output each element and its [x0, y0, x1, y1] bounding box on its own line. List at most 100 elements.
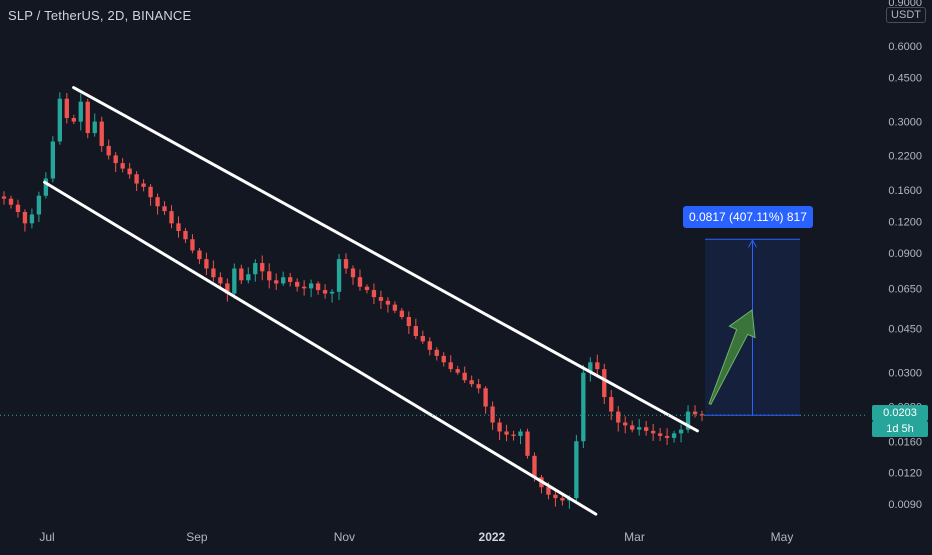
x-tick-label: May: [771, 530, 794, 544]
candle-body: [692, 411, 698, 415]
candle-body: [511, 434, 516, 436]
y-tick-label: 0.0160: [888, 436, 922, 448]
candle-body: [588, 362, 593, 373]
x-tick-label: 2022: [479, 530, 506, 544]
candle-body: [497, 422, 502, 432]
last-price-label: 0.0203: [872, 405, 928, 421]
candle-body: [616, 411, 621, 423]
candle-body: [106, 145, 111, 156]
candlestick-series: [1, 92, 705, 509]
candle-body: [92, 121, 97, 134]
candle-body: [657, 433, 663, 436]
measure-arrowhead: [748, 239, 757, 248]
y-tick-label: 0.0450: [888, 323, 922, 335]
candle-body: [36, 195, 42, 215]
candle-body: [420, 336, 425, 342]
candle-body: [204, 259, 209, 269]
candle-body: [57, 98, 63, 142]
candle-body: [315, 283, 321, 291]
candle-body: [504, 431, 509, 435]
candle-body: [232, 268, 237, 294]
y-tick-label: 0.1200: [888, 217, 922, 229]
candle-body: [664, 435, 670, 438]
candle-body: [141, 183, 146, 187]
currency-badge[interactable]: USDT: [886, 7, 926, 23]
candle-body: [260, 263, 265, 272]
candle-body: [1, 196, 7, 199]
candle-body: [183, 231, 188, 240]
channel-lower-line: [43, 180, 598, 516]
candle-body: [483, 388, 488, 407]
y-tick-label: 0.4500: [888, 72, 922, 84]
channel-upper-line: [72, 86, 699, 433]
x-tick-label: Sep: [186, 530, 208, 544]
candle-body: [308, 283, 314, 289]
candle-body: [120, 163, 125, 169]
candle-body: [294, 281, 300, 287]
candle-body: [399, 310, 405, 317]
descending-channel[interactable]: [0, 86, 866, 516]
candle-body: [322, 290, 328, 294]
y-tick-label: 0.6000: [888, 41, 922, 53]
candle-body: [190, 239, 195, 251]
candle-body: [211, 268, 216, 278]
candle-body: [378, 297, 384, 301]
candle-body: [8, 198, 14, 205]
candle-body: [560, 498, 565, 501]
candle-body: [441, 355, 446, 363]
y-tick-label: 0.0900: [888, 248, 922, 260]
measure-label: 0.0817 (407.11%) 817: [683, 206, 813, 228]
y-tick-label: 0.9000: [888, 0, 922, 9]
x-tick-label: Jul: [39, 530, 54, 544]
candle-body: [546, 487, 551, 495]
y-tick-label: 0.0120: [888, 468, 922, 480]
candle-body: [469, 380, 474, 385]
candle-body: [148, 186, 153, 198]
candle-body: [609, 397, 614, 412]
countdown-label: 1d 5h: [872, 421, 928, 437]
candle-body: [78, 101, 83, 122]
candle-body: [371, 290, 377, 298]
candle-body: [15, 204, 21, 212]
candle-body: [134, 174, 139, 184]
candle-body: [64, 98, 69, 119]
candle-body: [225, 283, 230, 294]
price-axis[interactable]: 0.9000 0.6000 0.4500 0.3000 0.2200 0.1600 0.12…: [888, 0, 922, 511]
candle-body: [50, 141, 56, 179]
candle-body: [197, 250, 202, 260]
price-range-measure[interactable]: [705, 238, 800, 416]
candle-body: [650, 430, 656, 434]
y-tick-label: 0.3000: [888, 117, 922, 129]
candle-body: [29, 214, 35, 224]
candle-body: [22, 211, 28, 224]
candle-body: [176, 223, 181, 232]
candle-body: [392, 304, 398, 311]
candle-body: [637, 427, 642, 430]
candle-body: [43, 178, 49, 196]
candle-body: [343, 259, 349, 269]
candle-body: [525, 431, 530, 456]
candle-body: [643, 427, 649, 431]
candle-body: [385, 300, 391, 305]
y-tick-label: 0.0650: [888, 283, 922, 295]
candle-body: [350, 268, 356, 278]
candle-body: [678, 429, 684, 434]
candle-body: [336, 259, 342, 292]
candle-body: [155, 197, 160, 207]
y-tick-label: 0.0300: [888, 368, 922, 380]
candle-body: [253, 263, 258, 275]
time-axis[interactable]: Jul Sep Nov 2022 Mar May: [39, 530, 793, 544]
y-tick-label: 0.0090: [888, 499, 922, 511]
candle-body: [595, 362, 600, 370]
candle-body: [85, 101, 90, 134]
candle-body: [246, 274, 251, 281]
candle-body: [518, 431, 523, 436]
candle-body: [239, 268, 244, 281]
candle-body: [113, 155, 118, 164]
candle-body: [364, 286, 370, 291]
symbol-title: SLP / TetherUS, 2D, BINANCE: [8, 8, 192, 23]
y-tick-label: 0.2200: [888, 150, 922, 162]
